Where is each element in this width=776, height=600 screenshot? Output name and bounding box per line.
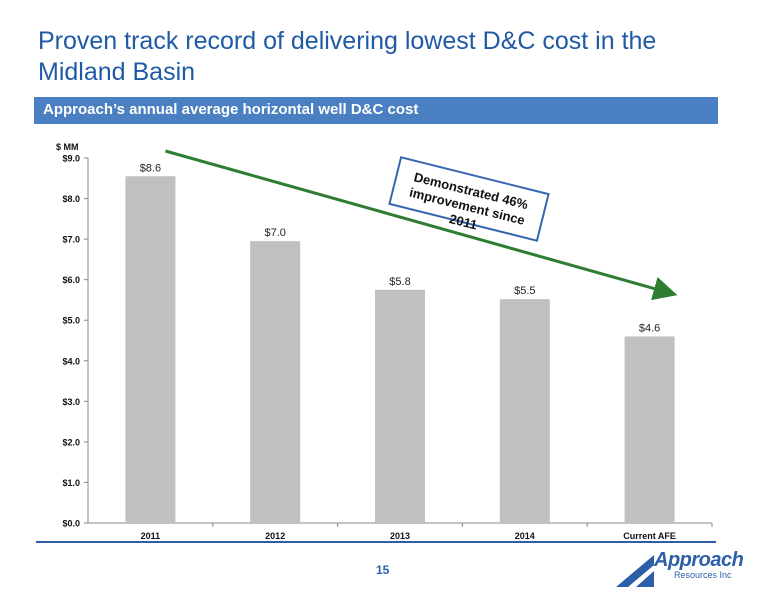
x-tick-label: Current AFE bbox=[623, 531, 676, 541]
x-tick-label: 2012 bbox=[265, 531, 285, 541]
y-axis-label: $ MM bbox=[56, 142, 79, 152]
y-tick-label: $2.0 bbox=[62, 437, 80, 447]
y-tick-label: $0.0 bbox=[62, 519, 80, 529]
data-label: $5.5 bbox=[514, 285, 535, 297]
y-tick-label: $8.0 bbox=[62, 194, 80, 204]
y-tick-label: $3.0 bbox=[62, 397, 80, 407]
data-label: $7.0 bbox=[264, 227, 285, 239]
y-tick-label: $9.0 bbox=[62, 154, 80, 164]
chart-banner-text: Approach’s annual average horizontal wel… bbox=[43, 101, 419, 118]
bar-2011 bbox=[125, 176, 176, 523]
y-tick-label: $7.0 bbox=[62, 235, 80, 245]
footer-divider bbox=[36, 541, 716, 543]
page-number: 15 bbox=[376, 563, 390, 577]
data-label: $4.6 bbox=[639, 322, 660, 334]
bar-current-afe bbox=[624, 336, 675, 523]
trend-arrow bbox=[164, 149, 678, 301]
logo-name: Approach bbox=[654, 549, 744, 571]
company-logo: Approach Resources Inc bbox=[614, 549, 774, 589]
y-tick-label: $6.0 bbox=[62, 275, 80, 285]
y-tick-label: $4.0 bbox=[62, 356, 80, 366]
y-tick-label: $1.0 bbox=[62, 478, 80, 488]
x-tick-label: 2013 bbox=[390, 531, 410, 541]
logo-subtitle: Resources Inc bbox=[674, 570, 732, 580]
x-tick-label: 2011 bbox=[141, 531, 161, 541]
data-label: $8.6 bbox=[140, 162, 161, 174]
chart-banner: Approach’s annual average horizontal wel… bbox=[34, 97, 718, 124]
bar-2012 bbox=[250, 241, 301, 523]
x-tick-label: 2014 bbox=[515, 531, 535, 541]
data-label: $5.8 bbox=[389, 276, 410, 288]
bar-2013 bbox=[375, 289, 425, 523]
slide-title: Proven track record of delivering lowest… bbox=[38, 27, 657, 86]
logo-mark-icon bbox=[616, 555, 654, 587]
y-tick-label: $5.0 bbox=[62, 316, 80, 326]
bar-2014 bbox=[499, 299, 550, 523]
